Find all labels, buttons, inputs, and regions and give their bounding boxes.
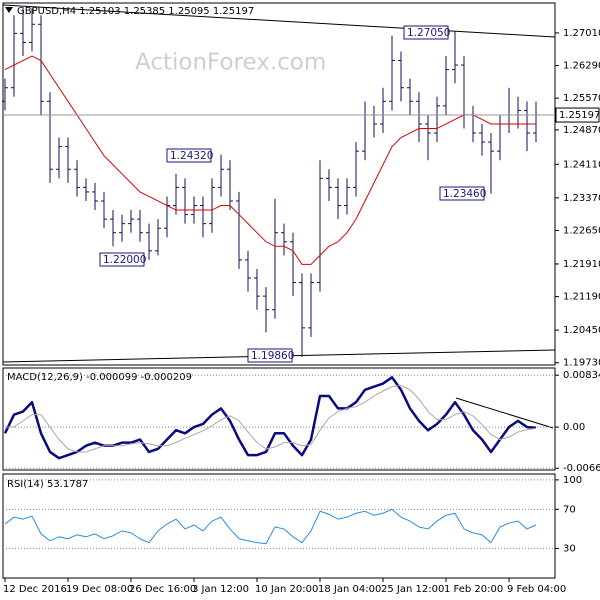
x-tick-label: 18 Jan 04:00 xyxy=(318,584,381,595)
rsi-title: RSI(14) 53.1787 xyxy=(7,479,88,490)
x-tick-label: 1 Feb 20:00 xyxy=(444,584,503,595)
series-line xyxy=(5,384,537,453)
watermark: ActionForex.com xyxy=(135,50,326,76)
y-tick-label: 70 xyxy=(563,504,576,515)
y-tick-label: 0.00 xyxy=(563,422,585,433)
annotation-label: 1.24320 xyxy=(170,150,213,162)
last-price-label: 1.25197 xyxy=(559,110,600,121)
annotation-label: 1.19860 xyxy=(251,350,294,362)
annotation: 1.23460 xyxy=(439,186,486,201)
rsi-panel xyxy=(2,473,556,579)
y-tick-label: 0.008341 xyxy=(563,370,600,381)
title-icon xyxy=(5,7,13,13)
annotation-label: 1.22000 xyxy=(103,254,146,266)
x-tick-label: 19 Dec 08:00 xyxy=(66,584,133,595)
x-tick-label: 9 Feb 04:00 xyxy=(507,584,566,595)
y-tick-label: 30 xyxy=(563,544,576,555)
last-price-box xyxy=(555,107,600,123)
y-tick-label: 1.23370 xyxy=(563,193,600,204)
macd-title: MACD(12,26,9) -0.000099 -0.000209 xyxy=(7,372,192,383)
price-panel xyxy=(2,2,556,366)
x-tick-label: 26 Dec 16:00 xyxy=(129,584,196,595)
y-tick-label: 1.26290 xyxy=(563,61,600,72)
x-tick-label: 12 Dec 2016 xyxy=(3,584,67,595)
chart-title: GBPUSD,H4 1.25103 1.25385 1.25095 1.2519… xyxy=(17,6,254,17)
y-tick-label: 1.24110 xyxy=(563,159,600,170)
y-tick-label: 100 xyxy=(563,475,582,486)
annotation-label: 1.27050 xyxy=(407,27,450,39)
x-tick-label: 25 Jan 12:00 xyxy=(381,584,444,595)
y-tick-label: 1.20450 xyxy=(563,325,600,336)
y-tick-label: 1.25570 xyxy=(563,93,600,104)
x-tick-label: 3 Jan 12:00 xyxy=(192,584,249,595)
series-line xyxy=(4,508,537,545)
annotation: 1.27050 xyxy=(403,25,450,40)
y-tick-label: 1.24870 xyxy=(563,125,600,136)
y-tick-label: 1.22650 xyxy=(563,225,600,236)
annotation-label: 1.23460 xyxy=(443,188,486,200)
y-tick-label: 1.27010 xyxy=(563,28,600,39)
series-line xyxy=(3,376,537,460)
moving-average xyxy=(4,55,536,265)
macd-trend-line xyxy=(455,397,554,429)
trend-line xyxy=(2,4,556,38)
annotation: 1.22000 xyxy=(99,252,146,267)
macd-panel xyxy=(2,367,556,471)
x-tick-label: 10 Jan 20:00 xyxy=(255,584,318,595)
annotation: 1.19860 xyxy=(247,348,294,363)
y-tick-label: 1.21190 xyxy=(563,292,600,303)
annotation: 1.24320 xyxy=(166,148,213,163)
y-tick-label: 1.19730 xyxy=(563,358,600,369)
y-tick-label: 1.21910 xyxy=(563,259,600,270)
